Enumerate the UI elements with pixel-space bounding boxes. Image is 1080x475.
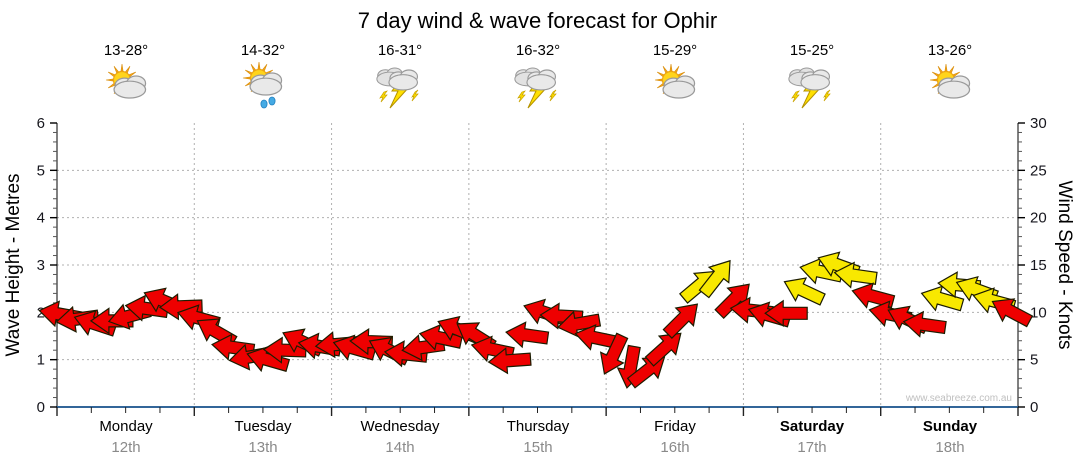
day-name: Wednesday [360,418,440,435]
left-axis-title: Wave Height - Metres [3,173,24,357]
temp-range: 16-32° [515,42,561,59]
day-column-friday: 15-29° [610,42,740,114]
svg-text:15: 15 [1030,257,1047,274]
temp-range: 14-32° [240,42,286,59]
temp-range: 15-25° [789,42,835,59]
day-name: Saturday [779,418,845,435]
day-column-tuesday: 14-32° [198,42,328,114]
weather-icon [885,62,1015,114]
svg-text:10: 10 [1030,304,1047,321]
day-name: Tuesday [234,418,292,435]
weather-icon [473,62,603,114]
svg-text:20: 20 [1030,210,1047,227]
day-column-monday: 13-28° [61,42,191,114]
svg-text:0: 0 [1030,399,1038,416]
svg-text:3: 3 [37,257,45,274]
day-date: 16th [660,439,690,456]
svg-text:1: 1 [37,352,45,369]
page-title: 7 day wind & wave forecast for Ophir [357,8,718,33]
svg-text:6: 6 [37,115,45,132]
day-date: 13th [248,439,278,456]
temp-range: 15-29° [652,42,698,59]
day-column-sunday: 13-26° [885,42,1015,114]
day-label-wednesday: Wednesday 14th [335,418,465,456]
weather-icon [198,61,328,114]
day-label-monday: Monday 12th [61,418,191,456]
day-label-sunday: Sunday 18th [885,418,1015,456]
day-label-tuesday: Tuesday 13th [198,418,328,456]
day-date: 18th [935,439,965,456]
svg-text:5: 5 [1030,352,1038,369]
temp-range: 13-28° [103,42,149,59]
svg-text:30: 30 [1030,115,1047,132]
svg-text:25: 25 [1030,162,1047,179]
right-axis-title: Wind Speed - Knots [1054,180,1075,350]
day-date: 12th [111,439,141,456]
day-date: 15th [523,439,553,456]
day-name: Monday [99,418,153,435]
day-label-saturday: Saturday 17th [747,418,877,456]
day-date: 14th [385,439,415,456]
day-column-saturday: 15-25° [747,42,877,114]
svg-text:4: 4 [37,210,45,227]
weather-icon [747,62,877,114]
weather-icon [610,62,740,114]
temp-range: 13-26° [927,42,973,59]
svg-text:0: 0 [37,399,45,416]
watermark: www.seabreeze.com.au [905,393,1012,404]
weather-icon [335,62,465,114]
day-name: Friday [654,418,696,435]
day-column-thursday: 16-32° [473,42,603,114]
day-date: 17th [797,439,827,456]
day-label-thursday: Thursday 15th [473,418,603,456]
svg-text:5: 5 [37,162,45,179]
day-name: Thursday [506,418,570,435]
temp-range: 16-31° [377,42,423,59]
day-name: Sunday [922,418,978,435]
weather-icon [61,62,191,114]
day-column-wednesday: 16-31° [335,42,465,114]
day-label-friday: Friday 16th [610,418,740,456]
